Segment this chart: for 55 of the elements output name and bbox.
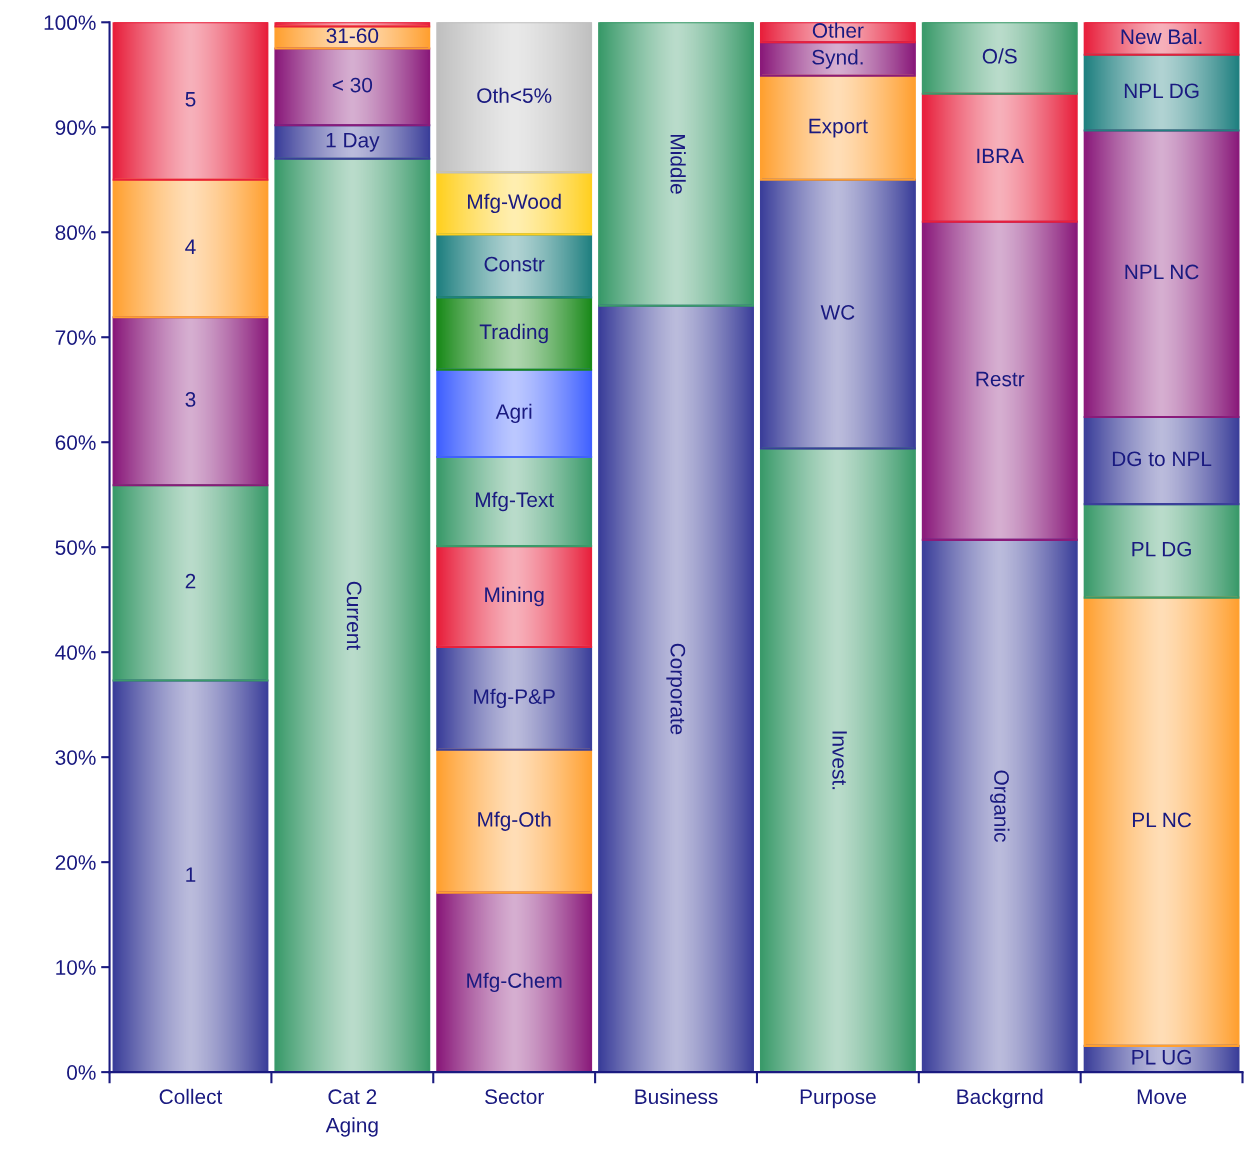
y-tick-label: 40% bbox=[55, 645, 96, 660]
series-label: PL DG bbox=[1132, 541, 1191, 557]
x-tick-label: Collect bbox=[159, 1088, 223, 1105]
series-label: Current bbox=[346, 581, 362, 651]
y-tick-label: 70% bbox=[55, 330, 96, 345]
y-tick-label: 100% bbox=[44, 15, 96, 31]
x-tick-label: Purpose bbox=[800, 1089, 876, 1109]
series-label: Trading bbox=[479, 323, 548, 344]
y-tick-label: 90% bbox=[55, 120, 96, 136]
series-label: 1 bbox=[186, 867, 196, 882]
series-label: Restr bbox=[976, 371, 1025, 387]
x-tick-label: Move bbox=[1137, 1089, 1187, 1105]
series-label: 5 bbox=[185, 92, 196, 107]
series-label: Mfg-Text bbox=[475, 491, 554, 512]
series-label: IBRA bbox=[977, 148, 1024, 164]
series-label: Mfg-P&P bbox=[474, 688, 555, 709]
series-label: Export bbox=[809, 118, 868, 138]
series-label: Mfg-Oth bbox=[478, 811, 551, 831]
y-tick-label: 50% bbox=[55, 540, 96, 555]
x-tick-label: Backgrnd bbox=[957, 1088, 1043, 1109]
series-label: < 30 bbox=[332, 77, 373, 93]
y-tick-label: 0% bbox=[67, 1065, 96, 1080]
series-label: Other bbox=[812, 22, 864, 38]
series-label: 4 bbox=[185, 239, 196, 254]
y-tick-label: 20% bbox=[55, 855, 96, 870]
series-label: 31-60 bbox=[326, 28, 379, 44]
series-label: Organic bbox=[990, 770, 1010, 842]
series-label: Oth<5% bbox=[477, 87, 552, 103]
series-label: O/S bbox=[982, 48, 1017, 64]
y-tick-label: 30% bbox=[55, 750, 96, 765]
series-label: PL NC bbox=[1133, 812, 1192, 828]
series-label: Corporate bbox=[666, 643, 686, 735]
series-label: Agri bbox=[495, 403, 532, 424]
series-label: Mining bbox=[485, 586, 544, 607]
x-tick-label: Sector bbox=[485, 1089, 544, 1105]
series-label: NPL NC bbox=[1125, 264, 1199, 280]
series-label: WC bbox=[820, 304, 855, 320]
series-label: Mfg-Wood bbox=[468, 193, 561, 214]
series-label: 3 bbox=[185, 392, 196, 407]
x-tick-label: Business bbox=[635, 1088, 718, 1105]
x-tick-label: Cat 2 Aging bbox=[325, 1089, 378, 1137]
series-label: 1 Day bbox=[326, 133, 380, 152]
series-label: 2 bbox=[185, 573, 196, 589]
series-label: New Bal. bbox=[1121, 28, 1202, 45]
series-label: Synd. bbox=[812, 49, 863, 69]
series-label: Mfg-Chem bbox=[467, 972, 562, 993]
series-label: Constr bbox=[484, 256, 545, 272]
series-label: Invest. bbox=[832, 731, 847, 790]
y-tick-label: 10% bbox=[56, 960, 96, 975]
y-tick-label: 60% bbox=[55, 435, 96, 450]
series-label: PL UG bbox=[1132, 1049, 1191, 1065]
y-tick-label: 80% bbox=[55, 225, 96, 241]
series-label: NPL DG bbox=[1124, 83, 1199, 99]
series-label: DG to NPL bbox=[1112, 451, 1212, 467]
series-label: Middle bbox=[670, 135, 686, 194]
